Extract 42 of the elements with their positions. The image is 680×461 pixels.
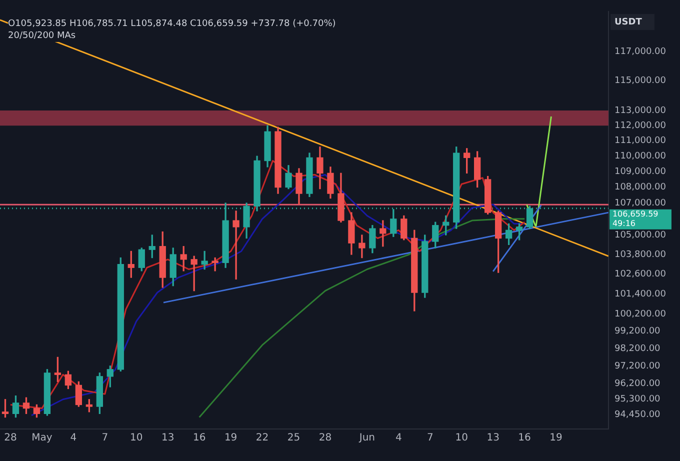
x-tick-label: 7 [426, 432, 434, 444]
y-tick-label: 111,000.00 [614, 136, 666, 146]
y-tick-label: 97,200.00 [614, 361, 661, 372]
y-tick-label: 99,200.00 [614, 326, 661, 337]
y-tick-label: 117,000.00 [614, 46, 666, 57]
y-tick-label: 109,000.00 [614, 166, 666, 177]
x-tick-label: 16 [192, 432, 206, 444]
y-tick-label: 96,200.00 [614, 378, 661, 389]
text: O105,923.85 H106,785.71 L105,874.48 C106,659.59 +737.78 (+0.70%) [8, 18, 336, 30]
y-tick-label: 113,000.00 [614, 106, 666, 116]
y-tick-label: 98,200.00 [614, 344, 661, 354]
x-tick-label: 7 [102, 432, 108, 444]
y-tick-label: 110,000.00 [614, 151, 666, 162]
y-tick-label: 95,300.00 [614, 394, 661, 405]
y-tick-label: 105,000.00 [614, 230, 666, 240]
x-tick-label: May [32, 432, 52, 444]
x-tick-label: 19 [550, 432, 562, 444]
x-tick-label: 19 [224, 432, 238, 444]
x-tick-label: 16 [518, 432, 531, 444]
x-tick-label: 13 [486, 432, 500, 444]
y-tick-label: 107,000.00 [614, 198, 666, 208]
y-axis-title: USDT [614, 17, 643, 28]
y-tick-label: 115,000.00 [614, 76, 666, 86]
y-tick-label: 112,000.00 [614, 120, 666, 131]
y-tick-label: 108,000.00 [614, 182, 666, 193]
annotation: 20/50/200 MAs [8, 30, 77, 42]
y-tick-label: 101,400.00 [614, 290, 666, 300]
x-tick-label: 4 [395, 432, 402, 444]
x-tick-label: 10 [130, 432, 143, 444]
x-tick-label: 28 [318, 432, 332, 444]
x-tick-label: 25 [287, 432, 300, 444]
ref-line-label: 106,659.59 49:16 [612, 209, 658, 228]
y-tick-label: 94,450.00 [614, 410, 661, 420]
x-tick-label: Jun [358, 432, 375, 444]
x-tick-label: 13 [161, 432, 174, 444]
x-tick-label: 10 [455, 432, 468, 444]
y-tick-label: 103,800.00 [614, 250, 666, 260]
x-tick-label: 28 [4, 432, 17, 444]
x-tick-label: 4 [70, 432, 77, 444]
y-tick-label: 100,200.00 [614, 310, 666, 320]
y-tick-label: 102,600.00 [614, 270, 666, 280]
x-tick-label: 22 [256, 432, 269, 444]
